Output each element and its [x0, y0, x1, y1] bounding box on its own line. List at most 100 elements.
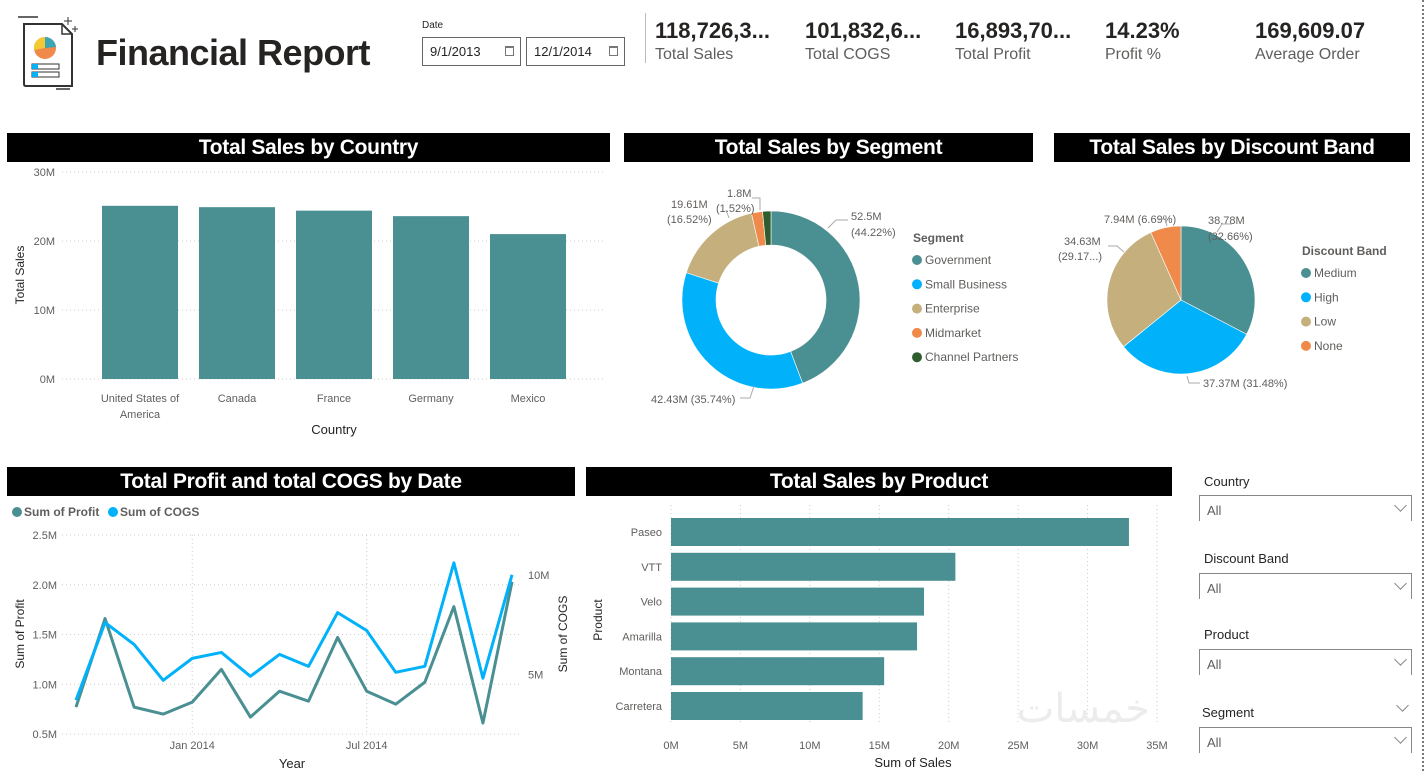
legend-item: Enterprise	[925, 302, 980, 316]
leader-line	[1186, 375, 1200, 384]
data-label: 37.37M (31.48%)	[1203, 378, 1287, 390]
date-from-value: 9/1/2013	[430, 44, 481, 59]
y-tick-label: 20M	[34, 236, 55, 248]
x-tick-label: 20M	[938, 740, 959, 752]
date-to-input[interactable]: 12/1/2014	[526, 37, 625, 66]
calendar-icon[interactable]	[505, 46, 514, 56]
watermark: خمسات	[1017, 687, 1150, 731]
legend-marker	[1301, 340, 1311, 351]
legend-item: Small Business	[925, 277, 1007, 291]
legend-item: Sum of Profit	[24, 505, 99, 519]
legend-marker	[912, 327, 922, 338]
chart-title-segment: Total Sales by Segment	[624, 133, 1033, 162]
kpi-label: Total Sales	[655, 46, 734, 63]
line-sum-of-profit	[74, 581, 514, 725]
y-tick-label: Montana	[619, 666, 663, 678]
data-label: 1.8M	[727, 188, 751, 200]
chevron-down-icon[interactable]	[1394, 499, 1407, 512]
y-tick-label: 2.5M	[33, 530, 57, 542]
kpi-label: Profit %	[1105, 46, 1162, 63]
legend-marker	[912, 279, 922, 290]
bar-vtt	[671, 552, 956, 581]
bar-montana	[671, 657, 885, 686]
line-sum-of-cogs	[74, 561, 514, 701]
bar-mexico	[490, 234, 566, 379]
bar-germany	[393, 216, 469, 379]
bar-canada	[199, 207, 275, 379]
legend-marker	[912, 255, 922, 265]
kpi-value: 101,832,6...	[805, 18, 922, 43]
x-tick-label: Mexico	[511, 393, 546, 405]
leader-line	[752, 197, 761, 210]
x-tick-label: 10M	[799, 740, 820, 752]
x-tick-label: 30M	[1077, 740, 1098, 752]
page-title: Financial Report	[96, 32, 371, 73]
y2-axis-title: Sum of COGS	[556, 596, 570, 673]
chart-title-country: Total Sales by Country	[7, 133, 610, 162]
leader-line	[1216, 223, 1232, 233]
y-tick-label: 1.0M	[33, 679, 57, 691]
data-label: (1.52%)	[716, 203, 755, 215]
leader-line	[740, 385, 755, 399]
x-axis-title: Sum of Sales	[874, 755, 952, 770]
data-label: 38.78M	[1208, 215, 1245, 227]
slicer-dropdown[interactable]: All	[1199, 727, 1412, 753]
x-tick-label: Jan 2014	[170, 740, 215, 752]
slice-none	[1150, 225, 1182, 301]
slicer-value: All	[1207, 657, 1222, 672]
y-tick-label: Paseo	[631, 527, 662, 539]
slice-small-business	[681, 272, 804, 390]
y-axis-title: Total Sales	[13, 246, 27, 305]
date-from-input[interactable]: 9/1/2013	[422, 37, 521, 66]
x-tick-label: 5M	[733, 740, 748, 752]
leader-line	[1158, 218, 1168, 227]
chart-title-product: Total Sales by Product	[586, 467, 1172, 496]
slicer-value: All	[1207, 503, 1222, 518]
x-tick-label: 0M	[663, 740, 678, 752]
chevron-down-icon[interactable]	[1394, 653, 1407, 666]
data-label: (16.52%)	[667, 214, 712, 226]
legend-item: Low	[1314, 315, 1336, 329]
x-tick-label: Jul 2014	[346, 740, 388, 752]
chart-title-profit-cogs: Total Profit and total COGS by Date	[7, 467, 575, 496]
y-tick-label: 30M	[34, 167, 55, 179]
slicer-dropdown[interactable]: All	[1199, 495, 1412, 521]
kpi-value: 16,893,70...	[955, 18, 1072, 43]
x-tick-label: Canada	[218, 393, 257, 405]
legend-title: Segment	[913, 231, 964, 245]
legend-item: Midmarket	[925, 326, 982, 340]
legend-item: High	[1314, 290, 1339, 304]
chevron-down-icon[interactable]	[1394, 577, 1407, 590]
date-to-value: 12/1/2014	[534, 44, 592, 59]
slicer-dropdown[interactable]: All	[1199, 649, 1412, 675]
x-tick-label: Germany	[408, 393, 454, 405]
legend-marker	[1301, 292, 1311, 303]
y-tick-label: Velo	[641, 597, 662, 609]
data-label: 34.63M	[1064, 236, 1101, 248]
bar-amarilla	[671, 622, 918, 651]
slicer-label: Segment	[1202, 705, 1255, 720]
slicer-label: Country	[1204, 474, 1250, 489]
legend-marker	[12, 507, 22, 517]
x-axis-title: Year	[279, 756, 306, 771]
legend-marker	[108, 507, 118, 517]
kpi-value: 14.23%	[1105, 18, 1180, 43]
data-label: (32.66%)	[1208, 231, 1253, 243]
legend-marker	[912, 303, 922, 314]
y-tick-label: 0M	[40, 374, 55, 386]
leader-line	[1108, 245, 1125, 253]
leader-line	[827, 219, 848, 229]
bar-velo	[671, 587, 924, 616]
report-icon	[18, 16, 78, 90]
y-axis-title: Sum of Profit	[13, 599, 27, 669]
chart-title-discount: Total Sales by Discount Band	[1054, 133, 1410, 162]
legend-item: Channel Partners	[925, 350, 1018, 364]
slicer-dropdown[interactable]: All	[1199, 573, 1412, 599]
kpi-value: 118,726,3...	[655, 18, 770, 43]
chevron-down-icon[interactable]	[1394, 731, 1407, 744]
y-tick-label: VTT	[641, 562, 662, 574]
leader-line	[725, 209, 730, 219]
bar-france	[296, 210, 372, 379]
data-label: 19.61M	[671, 199, 708, 211]
calendar-icon[interactable]	[609, 46, 618, 56]
